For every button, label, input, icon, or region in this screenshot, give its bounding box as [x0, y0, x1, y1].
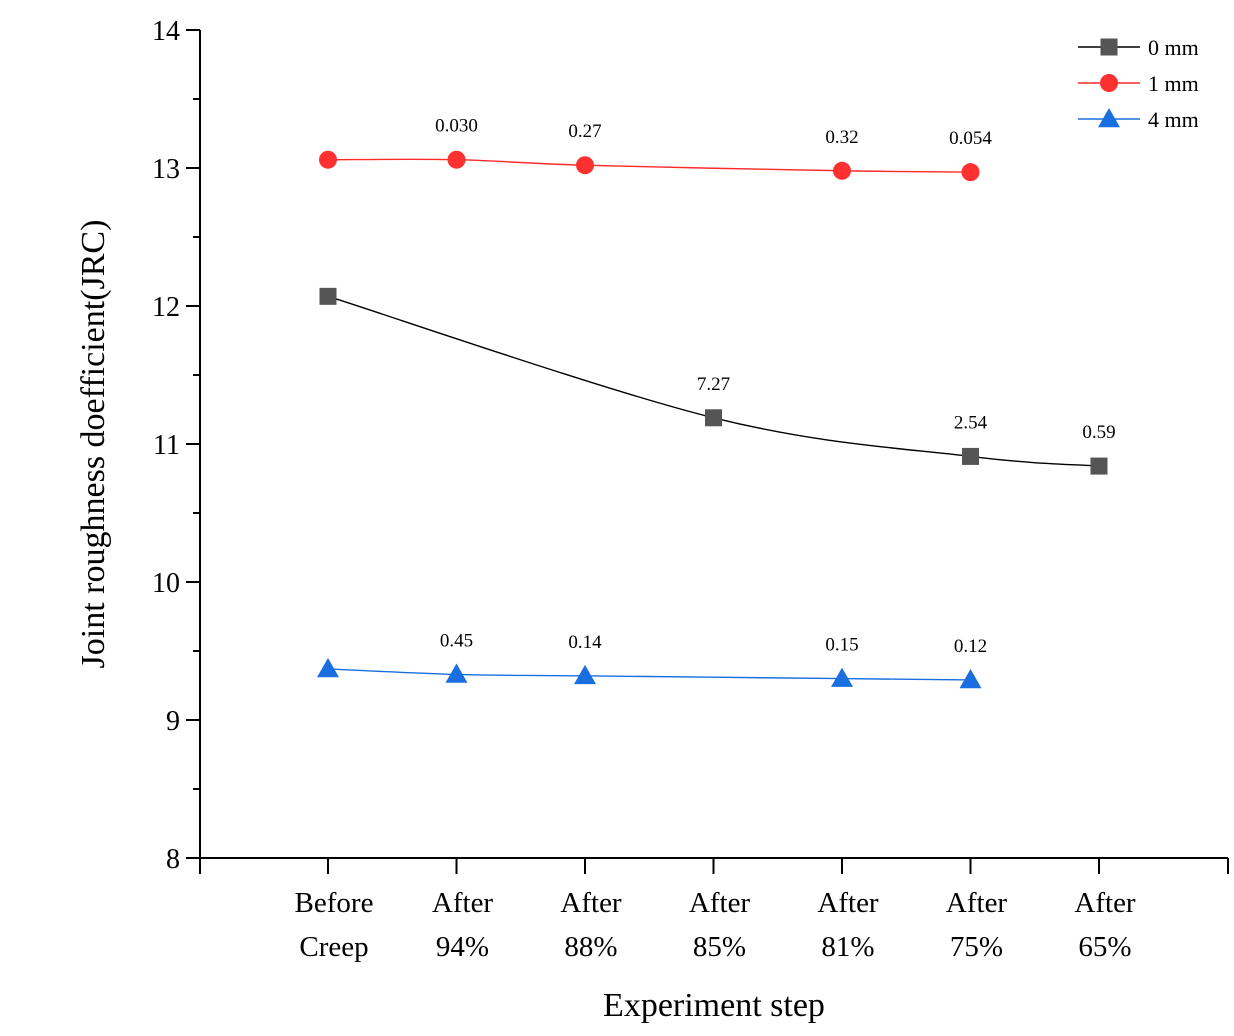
data-point — [576, 156, 594, 175]
y-tick-label: 12 — [152, 292, 180, 323]
legend-item: 4 mm — [1078, 107, 1199, 132]
y-tick-label: 8 — [166, 844, 180, 875]
legend-marker — [1100, 74, 1118, 92]
y-tick-label: 13 — [152, 154, 180, 185]
data-point — [574, 664, 596, 685]
x-axis-title: Experiment step — [603, 987, 825, 1024]
series-1-mm — [319, 150, 980, 182]
data-point — [962, 447, 979, 465]
data-label: 0.59 — [1082, 422, 1115, 443]
data-label: 0.030 — [435, 116, 478, 137]
data-point — [1090, 457, 1108, 475]
x-tick-label: After — [946, 887, 1008, 919]
data-label: 0.32 — [825, 127, 858, 148]
x-tick-label: 81% — [821, 931, 874, 963]
series-line — [327, 295, 1100, 467]
x-tick-label: After — [560, 887, 622, 919]
y-tick-label: 14 — [152, 16, 180, 47]
x-tick-label: After — [1074, 887, 1136, 919]
x-tick-label: After — [689, 887, 751, 919]
data-point — [319, 150, 337, 169]
legend: 0 mm 1 mm 4 mm — [1078, 35, 1199, 132]
data-label: 0.054 — [949, 128, 992, 149]
legend-marker — [1100, 38, 1118, 56]
series-layer — [317, 150, 1108, 689]
x-tick-label: 85% — [693, 931, 746, 963]
y-tick-label: 11 — [153, 430, 180, 461]
x-tick-label: 94% — [436, 931, 489, 963]
data-label: 7.27 — [697, 374, 730, 395]
x-tick-label: Before — [295, 887, 374, 919]
series-4-mm — [317, 657, 982, 689]
data-point — [319, 287, 337, 305]
y-axis-title: Joint roughness doefficient(JRC) — [75, 220, 112, 669]
data-label: 0.45 — [440, 630, 473, 651]
series-line — [327, 668, 971, 681]
y-tick-label: 10 — [152, 568, 180, 599]
axes: 8 9 10 11 12 13 14 Before Creep After 94% After 88% A… — [152, 16, 1229, 963]
legend-item: 0 mm — [1078, 35, 1199, 60]
data-label: 0.15 — [825, 635, 858, 656]
data-point — [831, 667, 853, 687]
legend-label: 4 mm — [1148, 107, 1199, 132]
x-tick-label: After — [432, 887, 494, 919]
legend-item: 1 mm — [1078, 71, 1199, 96]
data-label: 0.14 — [568, 632, 602, 653]
x-tick-label: Creep — [299, 931, 368, 963]
data-labels: 7.27 2.54 0.59 0.030 0.27 0.32 0.054 0.45 0.14 0.… — [435, 116, 1116, 657]
legend-label: 1 mm — [1148, 71, 1199, 96]
data-label: 0.27 — [568, 121, 601, 142]
x-tick-label: 88% — [564, 931, 617, 963]
data-point — [447, 150, 466, 169]
data-point — [705, 409, 722, 427]
series-0-mm — [319, 287, 1108, 475]
series-line — [327, 158, 971, 173]
data-point — [961, 163, 980, 182]
x-tick-label: 75% — [950, 931, 1003, 963]
y-tick-label: 9 — [166, 706, 180, 737]
x-tick-label: After — [817, 887, 879, 919]
data-label: 2.54 — [954, 412, 988, 433]
data-point — [317, 657, 339, 678]
legend-marker — [1098, 108, 1120, 128]
data-label: 0.12 — [954, 636, 987, 657]
data-point — [445, 663, 468, 683]
data-point — [959, 668, 982, 689]
x-tick-label: 65% — [1078, 931, 1131, 963]
legend-label: 0 mm — [1148, 35, 1199, 60]
data-point — [833, 161, 851, 180]
